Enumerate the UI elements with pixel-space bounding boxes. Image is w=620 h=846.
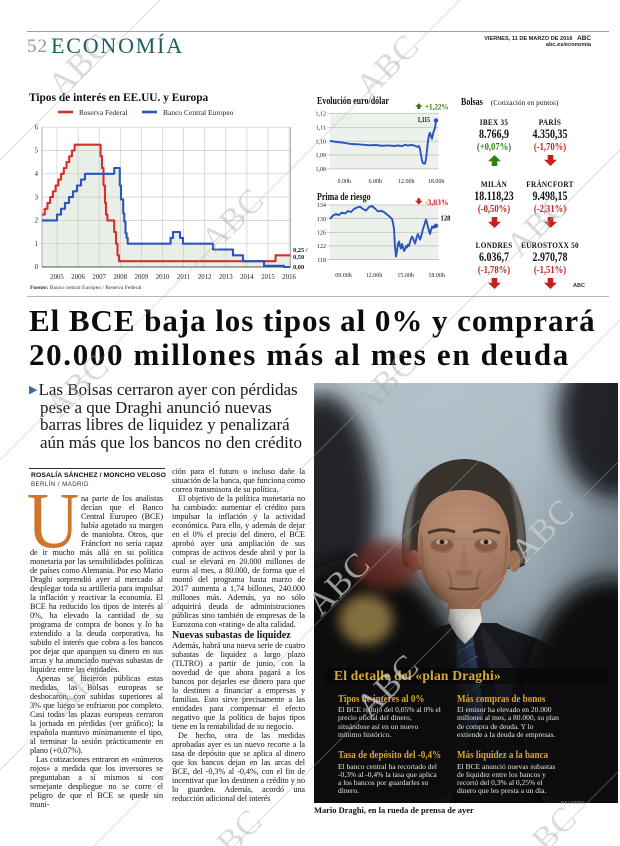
svg-text:+1,22%: +1,22% <box>425 102 449 112</box>
svg-text:2006: 2006 <box>71 274 85 281</box>
svg-text:2013: 2013 <box>219 274 233 281</box>
svg-text:ABC: ABC <box>507 799 585 846</box>
svg-text:1,10: 1,10 <box>316 139 327 145</box>
svg-text:1,09: 1,09 <box>316 153 327 159</box>
svg-text:0.00h: 0.00h <box>337 179 351 185</box>
svg-text:5: 5 <box>35 148 39 155</box>
svg-text:2016: 2016 <box>282 274 296 281</box>
svg-text:6.00h: 6.00h <box>368 179 382 185</box>
svg-text:Banco Central Europeo: Banco Central Europeo <box>163 108 234 117</box>
svg-text:130: 130 <box>317 217 326 223</box>
svg-text:ABC: ABC <box>349 27 427 105</box>
svg-text:2015: 2015 <box>261 274 275 281</box>
svg-text:2014: 2014 <box>240 274 254 281</box>
svg-text:1,11: 1,11 <box>316 126 326 132</box>
svg-text:Fuente: Banco central Europeo: Fuente: Banco central Europeo / Reserva … <box>30 285 142 291</box>
svg-text:2012: 2012 <box>198 274 212 281</box>
svg-text:0,00: 0,00 <box>293 264 304 271</box>
svg-text:2011: 2011 <box>177 274 190 281</box>
svg-text:18.00h: 18.00h <box>428 273 445 279</box>
svg-text:0,50: 0,50 <box>293 254 304 261</box>
svg-text:09.00h: 09.00h <box>335 273 352 279</box>
svg-text:1,115: 1,115 <box>418 115 431 124</box>
svg-text:0: 0 <box>35 264 39 271</box>
svg-text:18.00h: 18.00h <box>428 179 445 185</box>
svg-text:3: 3 <box>35 194 39 201</box>
svg-text:126: 126 <box>317 231 326 237</box>
svg-text:ABC: ABC <box>192 802 270 846</box>
svg-text:0,25 /: 0,25 / <box>293 247 308 254</box>
svg-text:2007: 2007 <box>92 274 106 281</box>
svg-text:118: 118 <box>317 258 326 264</box>
svg-text:2005: 2005 <box>50 274 64 281</box>
svg-text:-3,03%: -3,03% <box>425 197 449 207</box>
svg-text:128: 128 <box>441 214 451 223</box>
svg-text:1,12: 1,12 <box>316 111 327 117</box>
svg-text:4: 4 <box>35 171 39 178</box>
svg-text:15.00h: 15.00h <box>397 273 414 279</box>
svg-text:2009: 2009 <box>135 274 149 281</box>
svg-text:2: 2 <box>35 218 39 225</box>
svg-text:Reserva Federal: Reserva Federal <box>79 108 128 117</box>
svg-text:6: 6 <box>35 124 39 131</box>
svg-text:122: 122 <box>317 244 326 250</box>
svg-text:1,08: 1,08 <box>316 167 327 173</box>
svg-text:2010: 2010 <box>156 274 170 281</box>
svg-text:12.00h: 12.00h <box>398 179 415 185</box>
svg-text:134: 134 <box>317 203 326 209</box>
svg-text:1: 1 <box>35 241 38 248</box>
svg-text:2008: 2008 <box>114 274 128 281</box>
svg-text:12.00h: 12.00h <box>366 273 383 279</box>
